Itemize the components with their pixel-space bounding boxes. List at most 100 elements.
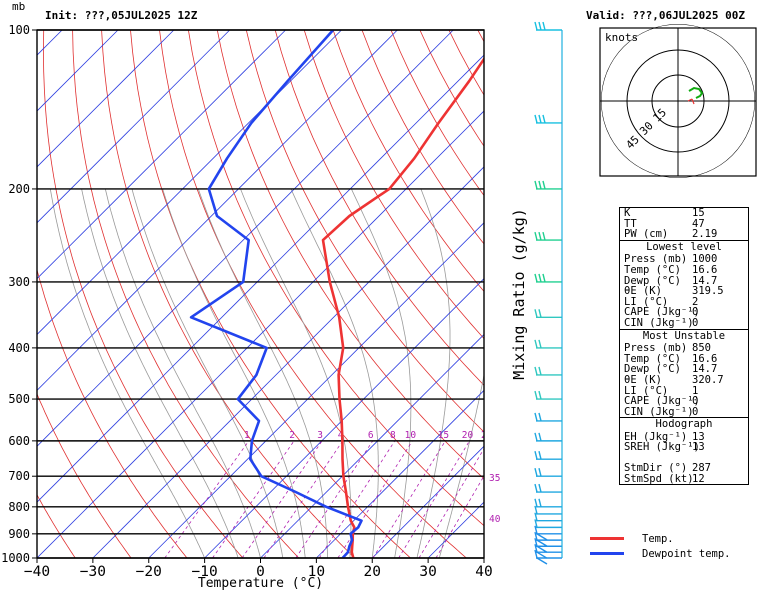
- x-tick-label: −20: [136, 564, 162, 580]
- wind-barb: [534, 519, 562, 529]
- wind-barbs: [534, 21, 563, 565]
- index-key: K: [624, 207, 631, 219]
- x-axis-label: Temperature (°C): [198, 576, 323, 591]
- index-value: 0: [692, 316, 699, 329]
- isotherm: [37, 30, 398, 391]
- wind-barb: [534, 512, 562, 522]
- wind-barb: [534, 483, 562, 493]
- axes: 35 40 −40 −30 −20 −10 0 10 20 30 40 Temperature (°C…: [24, 29, 528, 591]
- index-key: Dewp (°C): [624, 274, 681, 287]
- dry-adiabat: [72, 30, 300, 558]
- mixing-ratio-line: [372, 440, 446, 558]
- index-value: 1000: [692, 253, 718, 266]
- index-key: Press (mb): [624, 342, 688, 355]
- isotherm: [37, 110, 484, 558]
- isotherm: [92, 166, 484, 558]
- y-tick-label: 400: [8, 341, 30, 355]
- index-key: CIN (Jkg⁻¹): [624, 405, 694, 418]
- y-tick-label: 600: [8, 434, 30, 448]
- index-value: 319.5: [692, 285, 724, 298]
- index-key: StmDir (°): [624, 462, 688, 475]
- index-row: Temp (°C) 16.6: [620, 265, 748, 276]
- x-tick-label: 40: [475, 564, 492, 580]
- dry-adiabat: [37, 268, 188, 558]
- index-row: Dewp (°C) 14.7: [620, 364, 748, 375]
- index-key: θE (K): [624, 285, 662, 298]
- legend-temp-label: Temp.: [642, 532, 674, 545]
- mixing-ratio-axis-label: Mixing Ratio (g/kg): [510, 208, 528, 380]
- x-tick-label: 0: [256, 564, 265, 580]
- isotherm: [316, 389, 484, 558]
- index-row: Temp (°C) 16.6: [620, 354, 748, 365]
- wind-barb: [534, 231, 562, 241]
- moist-adiabat: [81, 188, 239, 558]
- mixing-ratio-label: 2: [289, 430, 295, 441]
- index-row: θE (K) 319.5: [620, 286, 748, 297]
- index-row: CAPE (Jkg⁻¹) 0: [620, 396, 748, 407]
- y-tick-label: 100: [8, 23, 30, 37]
- hodograph-trace: [688, 86, 704, 99]
- x-tick-label: −10: [192, 564, 218, 580]
- init-time: Init: ???,05JUL2025 12Z: [45, 9, 198, 22]
- storm-motion-marker: [687, 98, 693, 102]
- mixing-ratio-line: [295, 440, 374, 558]
- index-value: 1: [692, 384, 699, 397]
- isotherm: [148, 222, 484, 558]
- index-value: 0: [692, 395, 699, 408]
- index-value: 850: [692, 342, 711, 355]
- index-row: Press (mb) 1000: [620, 254, 748, 265]
- index-value: 14.7: [692, 274, 718, 287]
- index-row: Press (mb) 850: [620, 343, 748, 354]
- wind-barb: [534, 531, 562, 547]
- index-row: StmDir (°) 287: [620, 463, 748, 474]
- legend-temp: Temp.: [590, 531, 731, 546]
- index-value: 16.6: [692, 352, 718, 365]
- dry-adiabat: [42, 30, 244, 558]
- mixing-ratio-lines: 1 2 3 4 6 8 10 15 20 25 30: [164, 430, 484, 558]
- wind-barb: [534, 366, 562, 376]
- x-tick-label: 30: [419, 564, 436, 580]
- index-key: CAPE (Jkg⁻¹): [624, 395, 700, 408]
- moist-adiabat: [438, 372, 484, 558]
- wind-barb: [534, 339, 562, 349]
- dry-adiabat: [101, 30, 355, 558]
- dry-adiabat: [188, 30, 484, 527]
- moist-adiabat: [197, 188, 328, 558]
- moist-adiabat: [351, 188, 412, 558]
- isotherm: [37, 30, 454, 447]
- index-value: 2.19: [692, 228, 718, 241]
- most-unstable-title: Most Unstable: [620, 328, 748, 344]
- index-row: LI (°C) 2: [620, 297, 748, 308]
- y-tick-label: 800: [8, 500, 30, 514]
- index-row: EH (Jkg⁻¹) 13: [620, 432, 748, 443]
- index-row: CIN (Jkg⁻¹) 0: [620, 318, 748, 329]
- index-row: SREH (Jkg⁻¹) 13: [620, 442, 748, 453]
- index-key: θE (K): [624, 373, 662, 386]
- dry-adiabat: [361, 30, 484, 245]
- dry-adiabat: [216, 30, 484, 480]
- isotherms: [37, 30, 484, 558]
- valid-time: Valid: ???,06JUL2025 00Z: [586, 9, 745, 22]
- index-row: Dewp (°C) 14.7: [620, 274, 748, 287]
- wind-barb: [534, 538, 562, 553]
- dry-adiabat: [303, 30, 484, 340]
- index-row: TT 47: [620, 218, 748, 230]
- wind-barb: [534, 525, 562, 541]
- stability-indices-table: K 15 TT 47 PW (cm) 2.19 Lowest level Press (m…: [619, 207, 749, 486]
- wind-barb: [534, 309, 562, 318]
- index-key: StmSpd (kt): [624, 472, 694, 485]
- isotherm: [37, 54, 484, 503]
- index-value: 14.7: [692, 363, 718, 376]
- index-key: CIN (Jkg⁻¹): [624, 316, 694, 329]
- y-tick-label: 200: [8, 182, 30, 196]
- x-tick-label: 10: [308, 564, 325, 580]
- y-tick-label: 500: [8, 392, 30, 406]
- wind-barb: [534, 390, 562, 400]
- wind-barb: [534, 114, 562, 124]
- mixing-ratio-label: 10: [405, 430, 417, 441]
- index-row: LI (°C) 1: [620, 384, 748, 397]
- mixing-ratio-label: 6: [368, 430, 374, 441]
- index-row: CIN (Jkg⁻¹) 0: [620, 407, 748, 418]
- index-key: Dewp (°C): [624, 363, 681, 376]
